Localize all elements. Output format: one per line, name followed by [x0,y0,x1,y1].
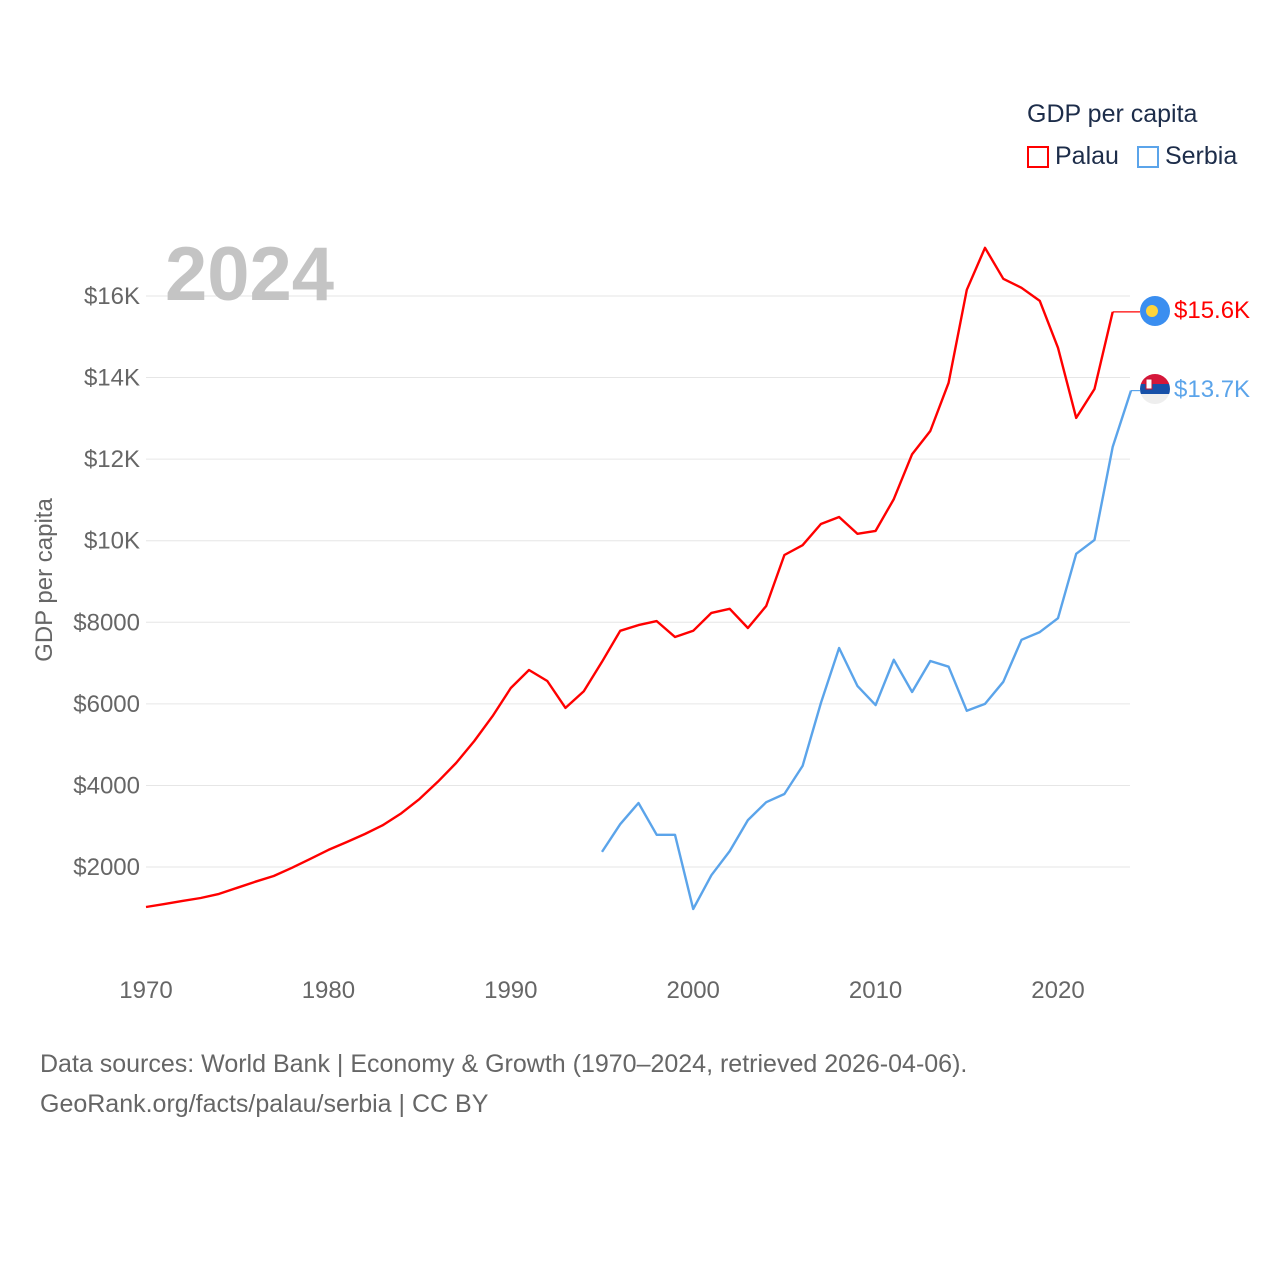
serbia-end-value: $13.7K [1174,376,1250,403]
data-sources-text: Data sources: World Bank | Economy & Gro… [40,1050,968,1078]
x-tick-label: 1990 [484,977,537,1004]
legend-label-serbia: Serbia [1164,142,1238,170]
y-tick-label: $12K [84,446,140,473]
palau-swatch-icon [1027,145,1049,168]
y-tick-label: $16K [84,283,140,310]
legend-label-palau: Palau [1055,142,1119,170]
serbia-swatch-icon [1136,145,1159,168]
end-labels: $15.6K $13.7K [1140,296,1250,404]
source-link[interactable]: GeoRank.org/facts/palau/serbia | CC BY [40,1090,489,1118]
legend-item-palau[interactable]: Palau [1027,142,1119,171]
y-tick-label: $14K [84,365,140,392]
serbia-flag-icon [1140,374,1170,404]
palau-end-value: $15.6K [1174,297,1250,324]
series-lines [145,246,1140,911]
palau-series-line [145,246,1114,909]
x-tick-label: 1970 [119,977,172,1004]
palau-flag-icon [1140,296,1170,326]
y-tick-label: $2000 [73,854,140,881]
y-tick-label: $10K [84,528,140,555]
legend-title: GDP per capita [1027,100,1198,128]
x-tick-label: 2000 [667,977,720,1004]
y-tick-label: $8000 [73,609,140,636]
footer: Data sources: World Bank | Economy & Gro… [40,1044,967,1124]
x-tick-label: 2020 [1031,977,1084,1004]
x-axis-ticks: 1970 1980 1990 2000 2010 2020 [119,977,1084,1004]
legend: Palau Serbia [1027,142,1237,171]
x-tick-label: 2010 [849,977,902,1004]
y-tick-label: $4000 [73,772,140,799]
y-axis-label: GDP per capita [31,498,58,662]
serbia-series-line [600,390,1133,911]
year-watermark: 2024 [165,232,334,317]
gridlines [146,295,1130,868]
x-tick-label: 1980 [302,977,355,1004]
y-axis-ticks: $2000 $4000 $6000 $8000 $10K $12K $14K $16K [73,283,140,881]
y-tick-label: $6000 [73,691,140,718]
legend-item-serbia[interactable]: Serbia [1136,142,1238,171]
